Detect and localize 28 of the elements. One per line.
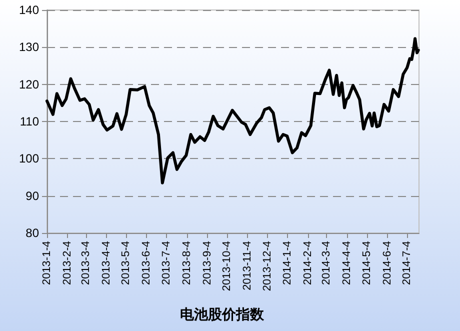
x-tick-label: 2014-5-4 [360, 241, 373, 286]
x-tick-label: 2014-6-4 [381, 241, 394, 286]
x-tick-label: 2014-2-4 [302, 241, 314, 286]
x-tick-label: 2013-3-4 [80, 241, 92, 286]
x-tick-label: 2014-7-4 [401, 241, 414, 286]
x-tick-label: 2013-4-4 [100, 241, 112, 286]
x-tick-label: 2013-5-4 [120, 241, 132, 286]
x-tick-label: 2013-9-4 [201, 241, 214, 286]
text: 电池股价指数 [180, 307, 265, 323]
x-tick-label: 2013-2-4 [61, 241, 74, 286]
line-series [46, 37, 420, 184]
y-tick-label: 130 [18, 40, 40, 54]
x-tick-label: 2013-6-4 [140, 241, 153, 286]
x-tick-label: 2013-10-4 [221, 241, 234, 292]
x-tick-label: 2014-3-4 [320, 241, 333, 286]
y-tick-label: 80 [26, 226, 40, 240]
y-tick-label: 110 [20, 114, 40, 128]
x-tick-label: 2014-4-4 [341, 241, 354, 286]
x-tick-label: 2014-1-4 [282, 241, 294, 286]
y-tick-label: 140 [18, 3, 40, 17]
x-tick-label: 2013-1-4 [41, 241, 53, 286]
x-tick-label: 2013-8-4 [180, 241, 193, 286]
x-tick-label: 2013-7-4 [160, 241, 172, 286]
y-tick-label: 100 [18, 152, 40, 166]
y-tick-label: 90 [26, 188, 40, 203]
x-tick-label: 2013-12-4 [261, 241, 274, 292]
x-tick-label: 2013-11-4 [242, 241, 254, 290]
y-tick-label: 120 [18, 77, 40, 92]
